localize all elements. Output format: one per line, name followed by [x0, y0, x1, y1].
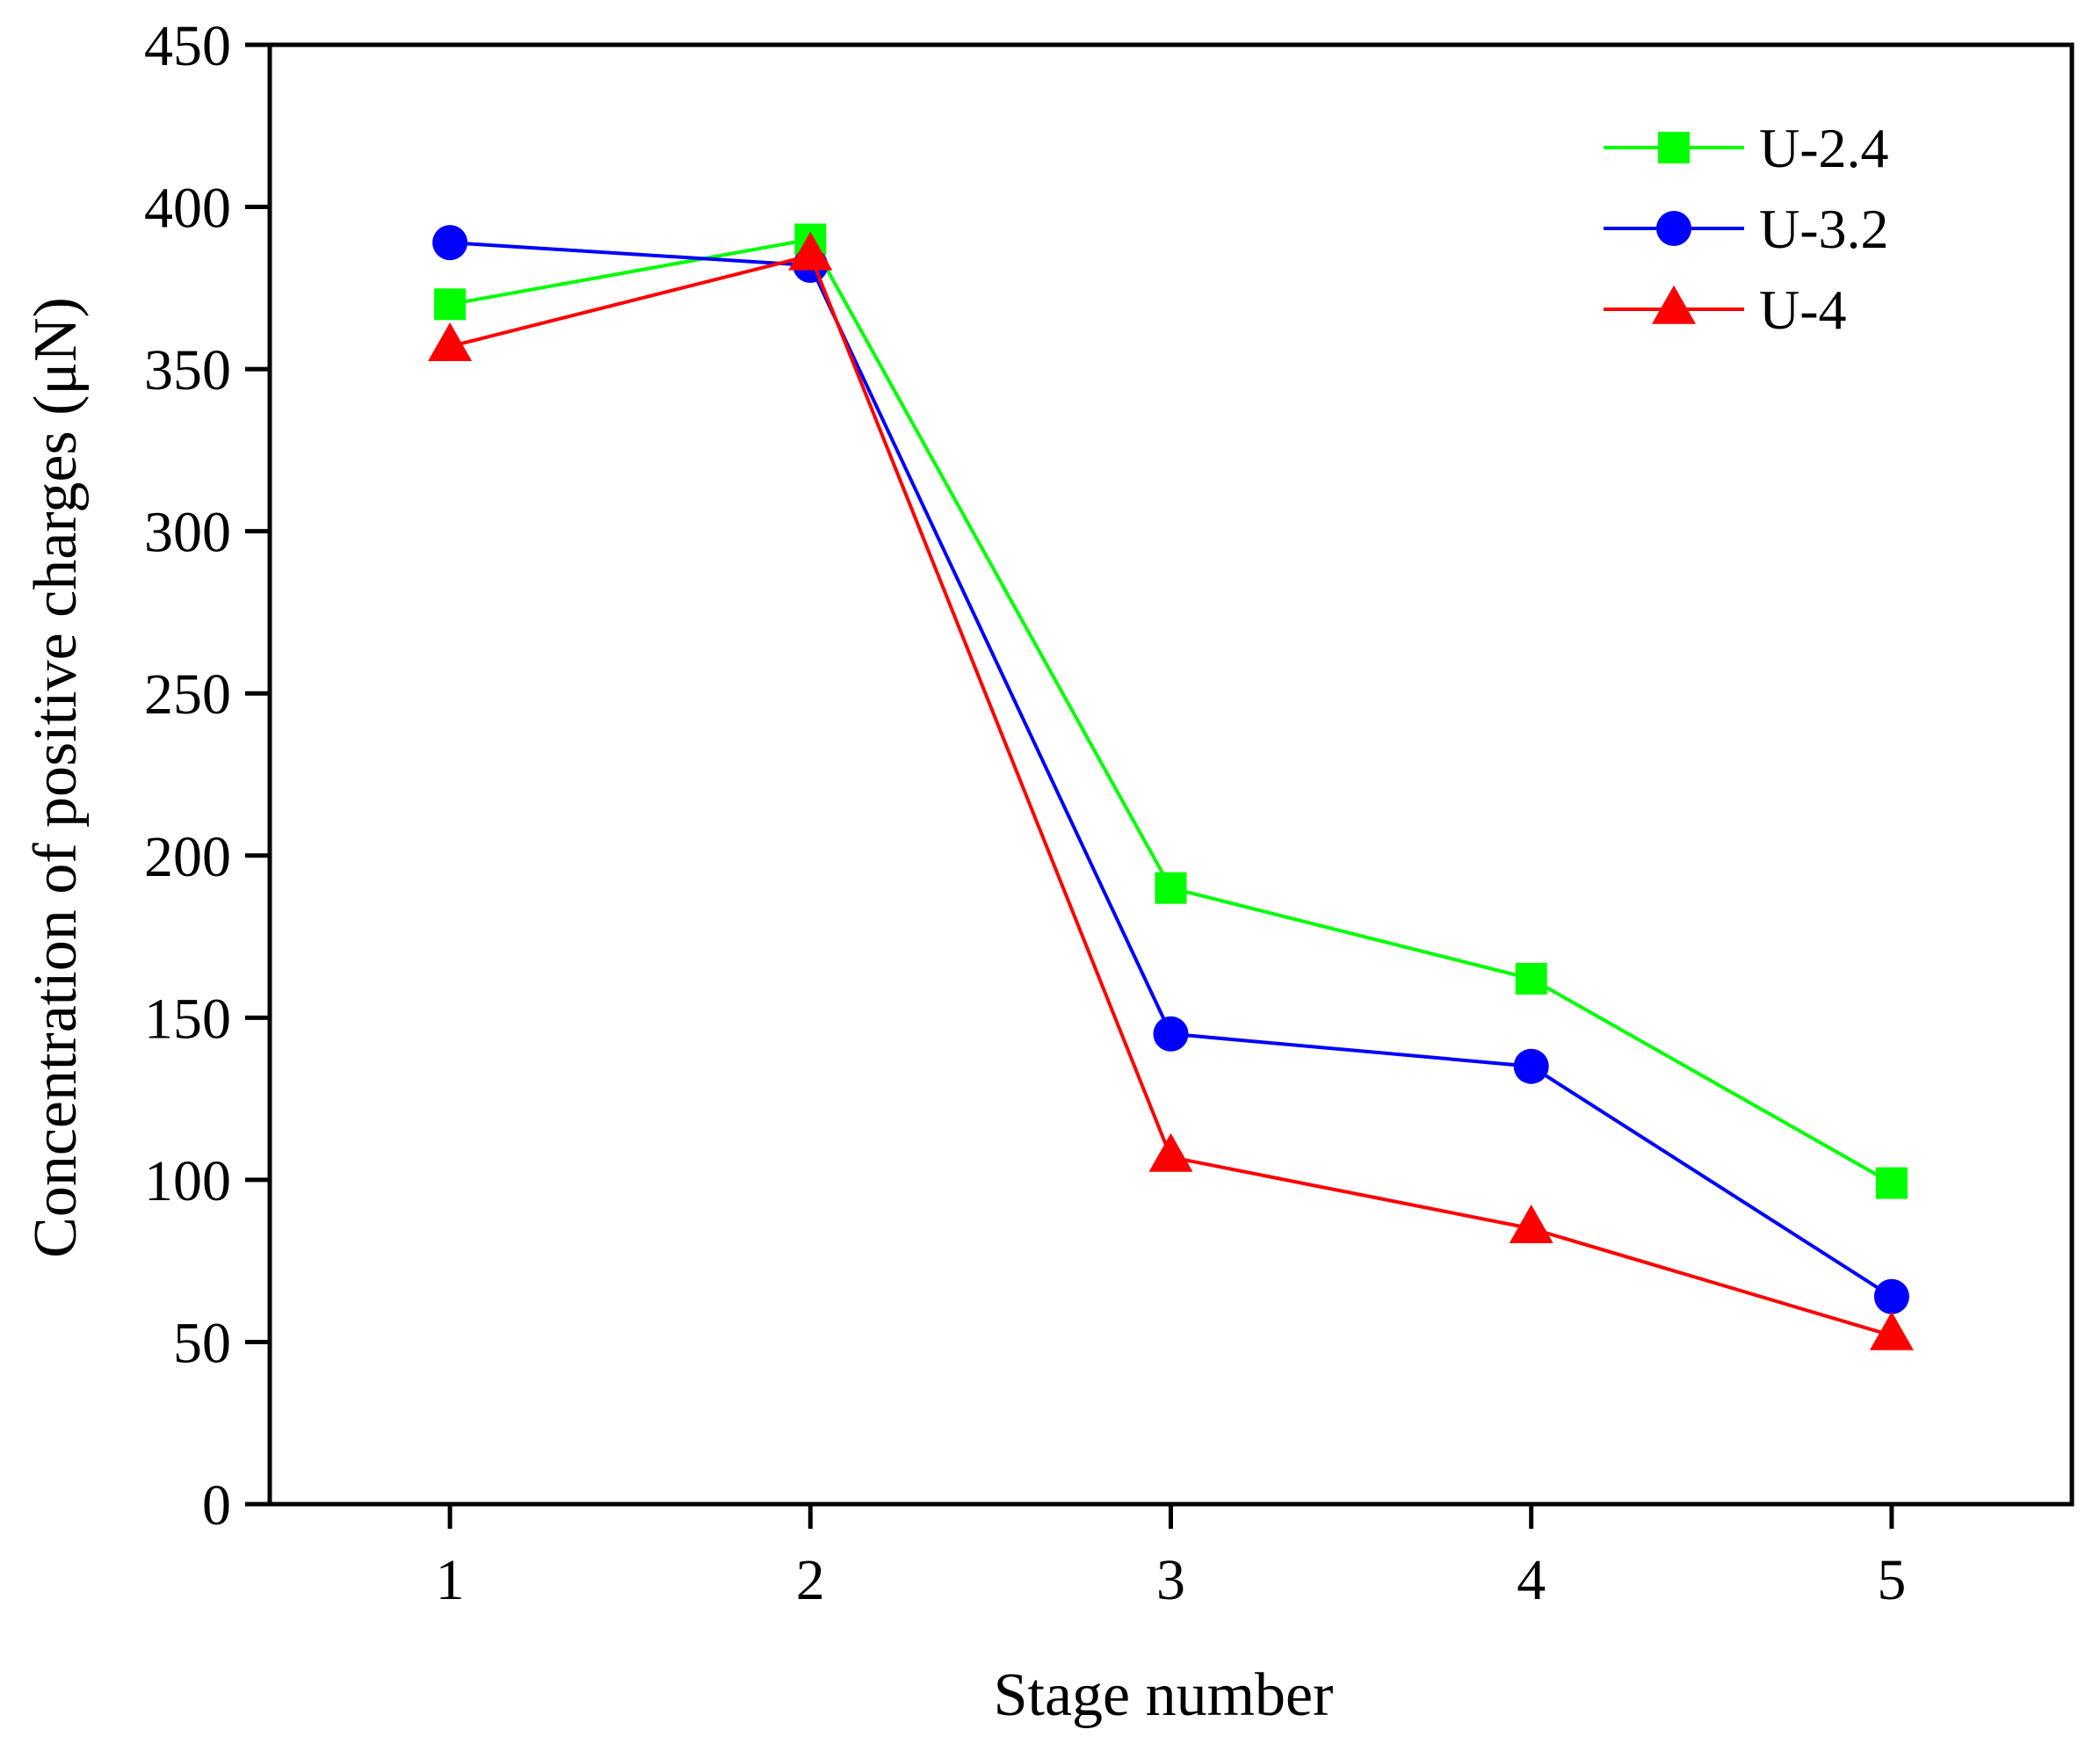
y-axis-title: Concentration of positive charges (μN) [22, 297, 90, 1258]
data-point [1869, 1311, 1914, 1350]
legend-marker [1652, 285, 1696, 324]
x-tick-label: 1 [436, 1548, 465, 1612]
legend-label: U-2.4 [1759, 117, 1889, 179]
data-point [1873, 1278, 1909, 1314]
data-point [788, 231, 833, 271]
y-tick-label: 150 [144, 987, 231, 1051]
y-tick-label: 200 [144, 825, 231, 889]
y-tick-label: 450 [144, 14, 231, 78]
legend-item: U-2.4 [1604, 117, 1889, 179]
x-tick-label: 3 [1156, 1548, 1185, 1612]
x-tick-label: 5 [1877, 1548, 1906, 1612]
series-layer [428, 223, 1914, 1350]
data-point [428, 322, 473, 361]
x-tick-label: 4 [1517, 1548, 1546, 1612]
legend-marker [1658, 132, 1690, 163]
data-point [432, 225, 468, 261]
legend-item: U-4 [1604, 279, 1847, 341]
data-point [1515, 963, 1547, 995]
y-tick-label: 100 [144, 1149, 231, 1213]
x-axis-title: Stage number [994, 1661, 1334, 1729]
series-u-4 [428, 231, 1914, 1350]
y-tick-label: 400 [144, 177, 231, 241]
data-point [1509, 1204, 1553, 1243]
legend-label: U-4 [1759, 279, 1847, 341]
y-tick-label: 0 [202, 1473, 231, 1538]
data-point [1148, 1133, 1193, 1172]
series-line [449, 253, 1893, 1337]
data-point [1875, 1167, 1908, 1199]
axes: 0 50 100 150 200 250 300 350 400 450 1 2 3 4 5 [144, 14, 2075, 1612]
plot-frame [267, 42, 2075, 1507]
data-point [1513, 1048, 1549, 1084]
data-point [1153, 1016, 1189, 1052]
series-u-2-4 [434, 223, 1908, 1199]
legend-label: U-3.2 [1759, 198, 1889, 260]
legend-item: U-3.2 [1604, 198, 1889, 260]
y-tick-label: 50 [173, 1311, 231, 1375]
y-tick-label: 300 [144, 501, 231, 565]
x-tick-label: 2 [796, 1548, 825, 1612]
legend: U-2.4 U-3.2 U-4 [1604, 117, 1889, 341]
y-tick-label: 350 [144, 338, 231, 402]
legend-marker [1656, 211, 1691, 246]
data-point [434, 288, 467, 321]
data-point [1155, 872, 1187, 904]
y-tick-label: 250 [144, 662, 231, 727]
